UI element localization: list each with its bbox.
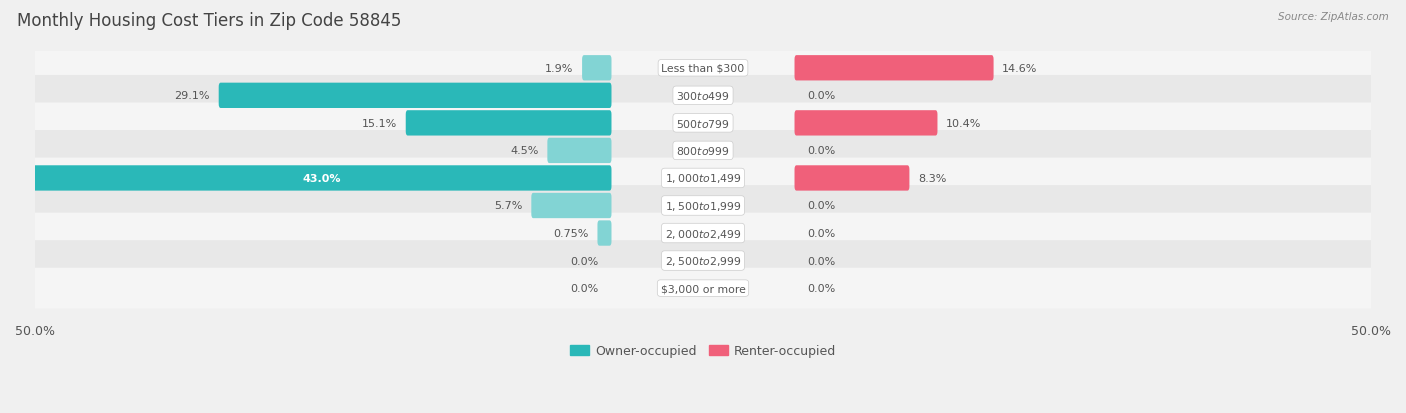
Text: 8.3%: 8.3% xyxy=(918,173,946,183)
Text: 1.9%: 1.9% xyxy=(546,64,574,74)
Text: $1,000 to $1,499: $1,000 to $1,499 xyxy=(665,172,741,185)
FancyBboxPatch shape xyxy=(24,268,1382,309)
FancyBboxPatch shape xyxy=(24,48,1382,89)
Text: 14.6%: 14.6% xyxy=(1002,64,1038,74)
FancyBboxPatch shape xyxy=(24,213,1382,254)
Text: $800 to $999: $800 to $999 xyxy=(676,145,730,157)
FancyBboxPatch shape xyxy=(24,103,1382,144)
FancyBboxPatch shape xyxy=(406,111,612,136)
FancyBboxPatch shape xyxy=(24,241,1382,281)
Text: 0.0%: 0.0% xyxy=(807,146,835,156)
Text: 0.0%: 0.0% xyxy=(571,256,599,266)
Text: 4.5%: 4.5% xyxy=(510,146,538,156)
Text: $2,500 to $2,999: $2,500 to $2,999 xyxy=(665,254,741,268)
Legend: Owner-occupied, Renter-occupied: Owner-occupied, Renter-occupied xyxy=(565,339,841,362)
Text: $1,500 to $1,999: $1,500 to $1,999 xyxy=(665,199,741,212)
Text: 10.4%: 10.4% xyxy=(946,119,981,128)
Text: 5.7%: 5.7% xyxy=(495,201,523,211)
Text: Monthly Housing Cost Tiers in Zip Code 58845: Monthly Housing Cost Tiers in Zip Code 5… xyxy=(17,12,401,30)
Text: $300 to $499: $300 to $499 xyxy=(676,90,730,102)
Text: 15.1%: 15.1% xyxy=(361,119,396,128)
Text: Less than $300: Less than $300 xyxy=(661,64,745,74)
Text: $3,000 or more: $3,000 or more xyxy=(661,283,745,293)
FancyBboxPatch shape xyxy=(531,193,612,218)
Text: 0.0%: 0.0% xyxy=(807,256,835,266)
Text: 0.0%: 0.0% xyxy=(807,201,835,211)
FancyBboxPatch shape xyxy=(219,83,612,109)
Text: $2,000 to $2,499: $2,000 to $2,499 xyxy=(665,227,741,240)
FancyBboxPatch shape xyxy=(24,76,1382,116)
FancyBboxPatch shape xyxy=(32,166,612,191)
Text: 29.1%: 29.1% xyxy=(174,91,209,101)
FancyBboxPatch shape xyxy=(582,56,612,81)
FancyBboxPatch shape xyxy=(598,221,612,246)
Text: 0.0%: 0.0% xyxy=(807,228,835,238)
FancyBboxPatch shape xyxy=(24,158,1382,199)
Text: 0.75%: 0.75% xyxy=(554,228,589,238)
FancyBboxPatch shape xyxy=(794,166,910,191)
Text: 0.0%: 0.0% xyxy=(807,91,835,101)
FancyBboxPatch shape xyxy=(547,138,612,164)
Text: 0.0%: 0.0% xyxy=(571,283,599,293)
Text: 0.0%: 0.0% xyxy=(807,283,835,293)
FancyBboxPatch shape xyxy=(794,111,938,136)
FancyBboxPatch shape xyxy=(24,131,1382,171)
Text: Source: ZipAtlas.com: Source: ZipAtlas.com xyxy=(1278,12,1389,22)
Text: 43.0%: 43.0% xyxy=(302,173,342,183)
Text: $500 to $799: $500 to $799 xyxy=(676,118,730,130)
FancyBboxPatch shape xyxy=(24,186,1382,226)
FancyBboxPatch shape xyxy=(794,56,994,81)
